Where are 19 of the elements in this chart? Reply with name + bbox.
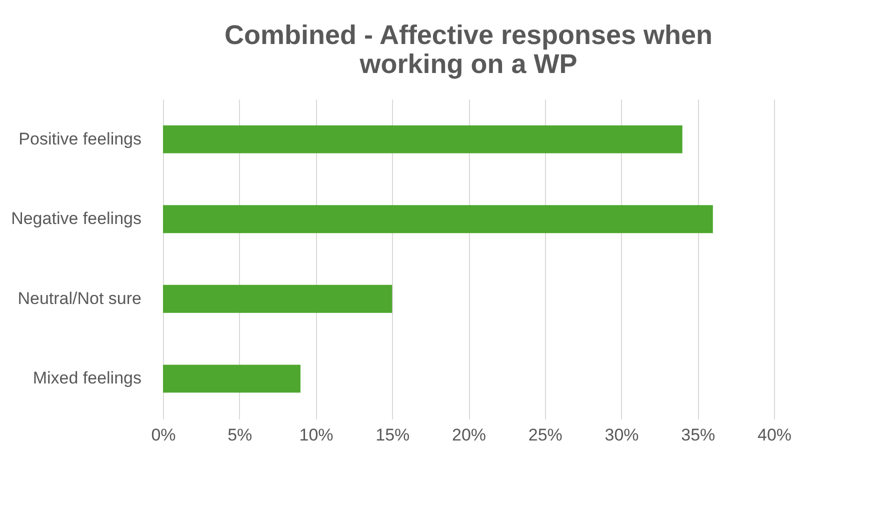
bar (163, 125, 682, 154)
bar (163, 284, 392, 313)
y-tick-label: Mixed feelings (32, 368, 142, 388)
bar (163, 364, 300, 393)
x-tick-label: 0% (151, 426, 176, 444)
bar (163, 205, 713, 234)
text: working on a WP (360, 49, 578, 79)
x-tick-label: 35% (681, 426, 716, 444)
x-tick-label: 10% (299, 426, 334, 444)
x-tick-label: 5% (228, 426, 252, 444)
x-tick-label: 30% (604, 426, 639, 444)
text: Combined - Affective responses when (224, 20, 713, 50)
y-tick-label: Negative feelings (11, 209, 142, 228)
y-tick-label: Positive feelings (18, 129, 142, 148)
x-tick-label: 15% (376, 426, 410, 444)
x-tick-label: 20% (452, 426, 486, 444)
y-tick-label: Neutral/Not sure (18, 288, 142, 308)
x-tick-label: 25% (528, 426, 562, 444)
x-tick-label: 40% (757, 426, 792, 444)
